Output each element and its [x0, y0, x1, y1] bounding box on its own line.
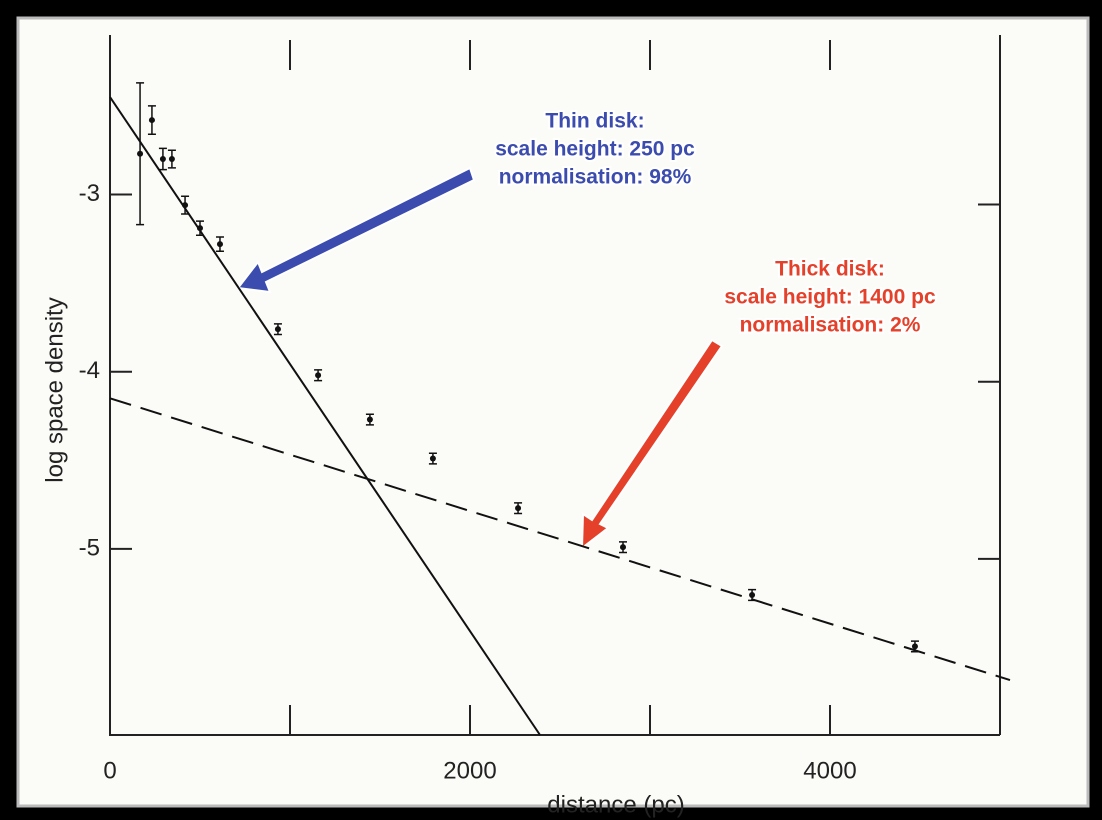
data-point: [168, 156, 175, 163]
annotation: Thin disk:: [545, 110, 644, 133]
data-point: [515, 505, 522, 512]
annotation: scale height: 250 pc: [495, 138, 695, 161]
data-point: [159, 156, 166, 163]
y-tick-label: -3: [79, 180, 100, 207]
paper: [16, 16, 1090, 808]
y-axis-label: log space density: [41, 297, 68, 482]
data-point: [148, 117, 155, 124]
data-point: [315, 372, 322, 379]
data-point: [620, 544, 626, 551]
data-point: [182, 202, 189, 209]
data-point: [366, 416, 373, 423]
data-point: [274, 326, 281, 333]
data-point: [429, 455, 436, 462]
y-tick-label: -4: [79, 357, 100, 384]
fit-line: [109, 96, 541, 736]
annotation: normalisation: 2%: [740, 314, 921, 337]
x-tick-label: 0: [103, 757, 116, 784]
data-point: [216, 241, 223, 248]
annotation: Thick disk:: [775, 258, 885, 281]
annotation: scale height: 1400 pc: [724, 286, 936, 309]
data-point: [911, 643, 918, 650]
data-point: [749, 592, 756, 598]
x-axis-label: distance (pc): [547, 791, 684, 818]
thin-disk-arrow: [236, 166, 476, 294]
fit-line: [109, 397, 1011, 682]
data-point: [197, 225, 203, 232]
annotation: normalisation: 98%: [499, 166, 692, 189]
data-point: [137, 150, 144, 157]
y-tick-label: -5: [79, 534, 100, 561]
x-tick-label: 2000: [443, 757, 496, 784]
thick-disk-arrow: [580, 338, 724, 551]
x-tick-label: 4000: [803, 757, 856, 784]
